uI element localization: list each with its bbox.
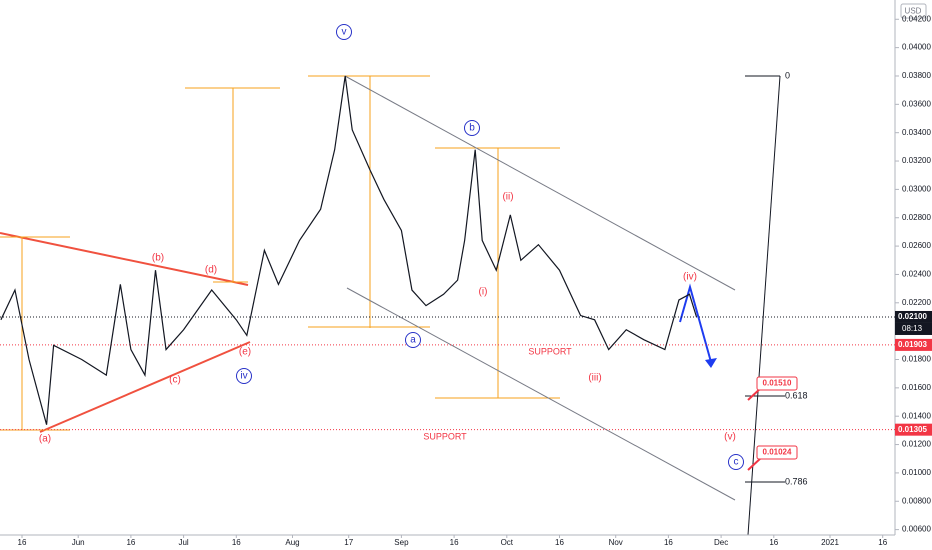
arrow-head xyxy=(705,358,717,368)
level-label: 0.01903 xyxy=(898,340,927,349)
x-tick-label: 16 xyxy=(555,538,564,547)
x-tick-label: 16 xyxy=(126,538,135,547)
level-box xyxy=(895,338,932,351)
x-tick-label: 2021 xyxy=(821,538,839,547)
fib-label: 0.618 xyxy=(785,390,808,400)
y-tick-label: 0.03200 xyxy=(902,156,931,165)
wave-circle xyxy=(236,368,252,384)
y-tick-label: 0.01800 xyxy=(902,355,931,364)
level-box xyxy=(895,423,932,436)
x-tick-label: Dec xyxy=(714,538,728,547)
y-tick-label: 0.00800 xyxy=(902,496,931,505)
wave-circle xyxy=(405,332,421,348)
y-tick-label: 0.01400 xyxy=(902,411,931,420)
callout-box xyxy=(756,445,798,460)
level-label: 0.01305 xyxy=(898,425,927,434)
callout-label: 0.01024 xyxy=(763,448,792,457)
y-tick-label: 0.02400 xyxy=(902,270,931,279)
wave-label: c xyxy=(734,457,739,468)
y-tick-label: 0.01200 xyxy=(902,440,931,449)
x-tick-label: Aug xyxy=(285,538,299,547)
x-tick-label: 16 xyxy=(664,538,673,547)
wave-circle xyxy=(336,24,352,40)
wave-label: b xyxy=(469,123,475,134)
y-tick-label: 0.00600 xyxy=(902,525,931,534)
wave-label: iv xyxy=(240,371,247,382)
wave-label: (iii) xyxy=(588,373,601,384)
wave-label: v xyxy=(342,27,347,38)
x-tick-label: Jul xyxy=(178,538,188,547)
triangle-lower xyxy=(39,341,251,433)
price-line xyxy=(0,75,698,425)
y-tick-label: 0.01000 xyxy=(902,468,931,477)
level-label: 0.02100 xyxy=(898,312,927,321)
countdown: 08:13 xyxy=(902,324,923,333)
projection-arrow xyxy=(679,283,712,363)
y-tick-label: 0.04200 xyxy=(902,14,931,23)
wave-circle xyxy=(464,120,480,136)
wave-label: (a) xyxy=(39,434,51,445)
wave-label: (i) xyxy=(479,287,488,298)
x-tick-label: 16 xyxy=(232,538,241,547)
fib-measures xyxy=(0,75,560,431)
x-tick-label: 16 xyxy=(450,538,459,547)
fib-label: 0 xyxy=(785,70,790,80)
wave-label: SUPPORT xyxy=(423,431,467,441)
channel-lower xyxy=(346,287,736,501)
wave-label: (v) xyxy=(724,432,736,443)
wave-label: SUPPORT xyxy=(528,346,572,356)
wave-label: a xyxy=(410,335,416,346)
currency: USD xyxy=(905,7,922,16)
countdown-box xyxy=(895,322,932,335)
y-tick-label: 0.02600 xyxy=(902,241,931,250)
x-tick-label: 16 xyxy=(878,538,887,547)
y-tick-label: 0.03800 xyxy=(902,71,931,80)
x-tick-label: Oct xyxy=(501,538,514,547)
wave-label: (b) xyxy=(152,253,164,264)
currency-box xyxy=(900,3,927,19)
wave-circle xyxy=(728,454,744,470)
y-tick-label: 0.02800 xyxy=(902,213,931,222)
x-tick-label: Nov xyxy=(609,538,623,547)
fib-label: 0.786 xyxy=(785,476,808,486)
channel-upper xyxy=(344,75,736,291)
wave-label: (iv) xyxy=(683,272,697,283)
x-tick-label: Sep xyxy=(394,538,409,547)
wave-label: (e) xyxy=(239,347,251,358)
wave-label: (d) xyxy=(205,265,217,276)
level-box xyxy=(895,310,932,323)
x-tick-label: 17 xyxy=(344,538,353,547)
callout-label: 0.01510 xyxy=(763,379,792,388)
callout-box xyxy=(756,376,798,391)
y-tick-label: 0.02200 xyxy=(902,298,931,307)
y-tick-label: 0.03000 xyxy=(902,184,931,193)
x-tick-label: 16 xyxy=(769,538,778,547)
wave-label: (c) xyxy=(169,375,181,386)
y-tick-label: 0.03600 xyxy=(902,99,931,108)
triangle-upper xyxy=(0,232,249,286)
y-tick-label: 0.04000 xyxy=(902,43,931,52)
x-tick-label: 16 xyxy=(18,538,27,547)
x-tick-label: Jun xyxy=(72,538,85,547)
y-tick-label: 0.01600 xyxy=(902,383,931,392)
y-tick-label: 0.03400 xyxy=(902,128,931,137)
wave-label: (ii) xyxy=(502,192,513,203)
